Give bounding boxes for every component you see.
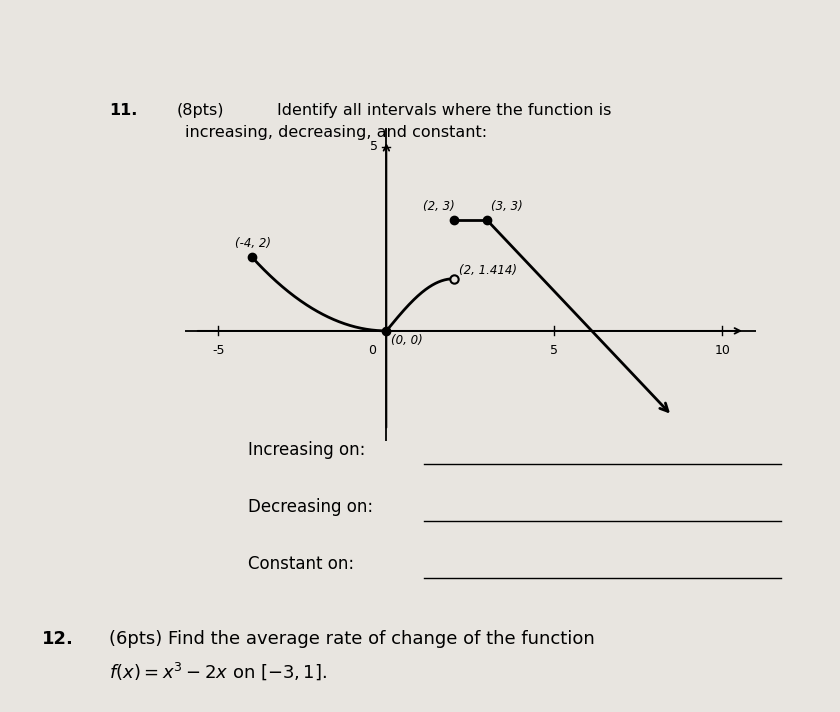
Text: (2, 3): (2, 3) bbox=[423, 200, 455, 213]
Text: (-4, 2): (-4, 2) bbox=[235, 237, 271, 250]
Text: 10: 10 bbox=[715, 344, 730, 357]
Text: Constant on:: Constant on: bbox=[248, 555, 354, 573]
Text: (2, 1.414): (2, 1.414) bbox=[459, 264, 517, 277]
Text: (6pts) Find the average rate of change of the function: (6pts) Find the average rate of change o… bbox=[109, 630, 595, 648]
Text: $f(x) = x^3 - 2x$ on $[-3,1]$.: $f(x) = x^3 - 2x$ on $[-3,1]$. bbox=[109, 661, 328, 682]
Text: (0, 0): (0, 0) bbox=[391, 335, 423, 347]
Text: Increasing on:: Increasing on: bbox=[248, 441, 365, 459]
Text: 12.: 12. bbox=[42, 630, 74, 648]
Text: Decreasing on:: Decreasing on: bbox=[248, 498, 373, 516]
Text: 11.: 11. bbox=[109, 103, 138, 118]
Text: (3, 3): (3, 3) bbox=[491, 200, 522, 213]
Text: 0: 0 bbox=[368, 344, 376, 357]
Text: increasing, decreasing, and constant:: increasing, decreasing, and constant: bbox=[185, 125, 487, 140]
Text: (8pts): (8pts) bbox=[176, 103, 224, 118]
Text: Identify all intervals where the function is: Identify all intervals where the functio… bbox=[277, 103, 612, 118]
Text: 5: 5 bbox=[550, 344, 559, 357]
Text: -5: -5 bbox=[213, 344, 224, 357]
Text: 5: 5 bbox=[370, 140, 378, 153]
